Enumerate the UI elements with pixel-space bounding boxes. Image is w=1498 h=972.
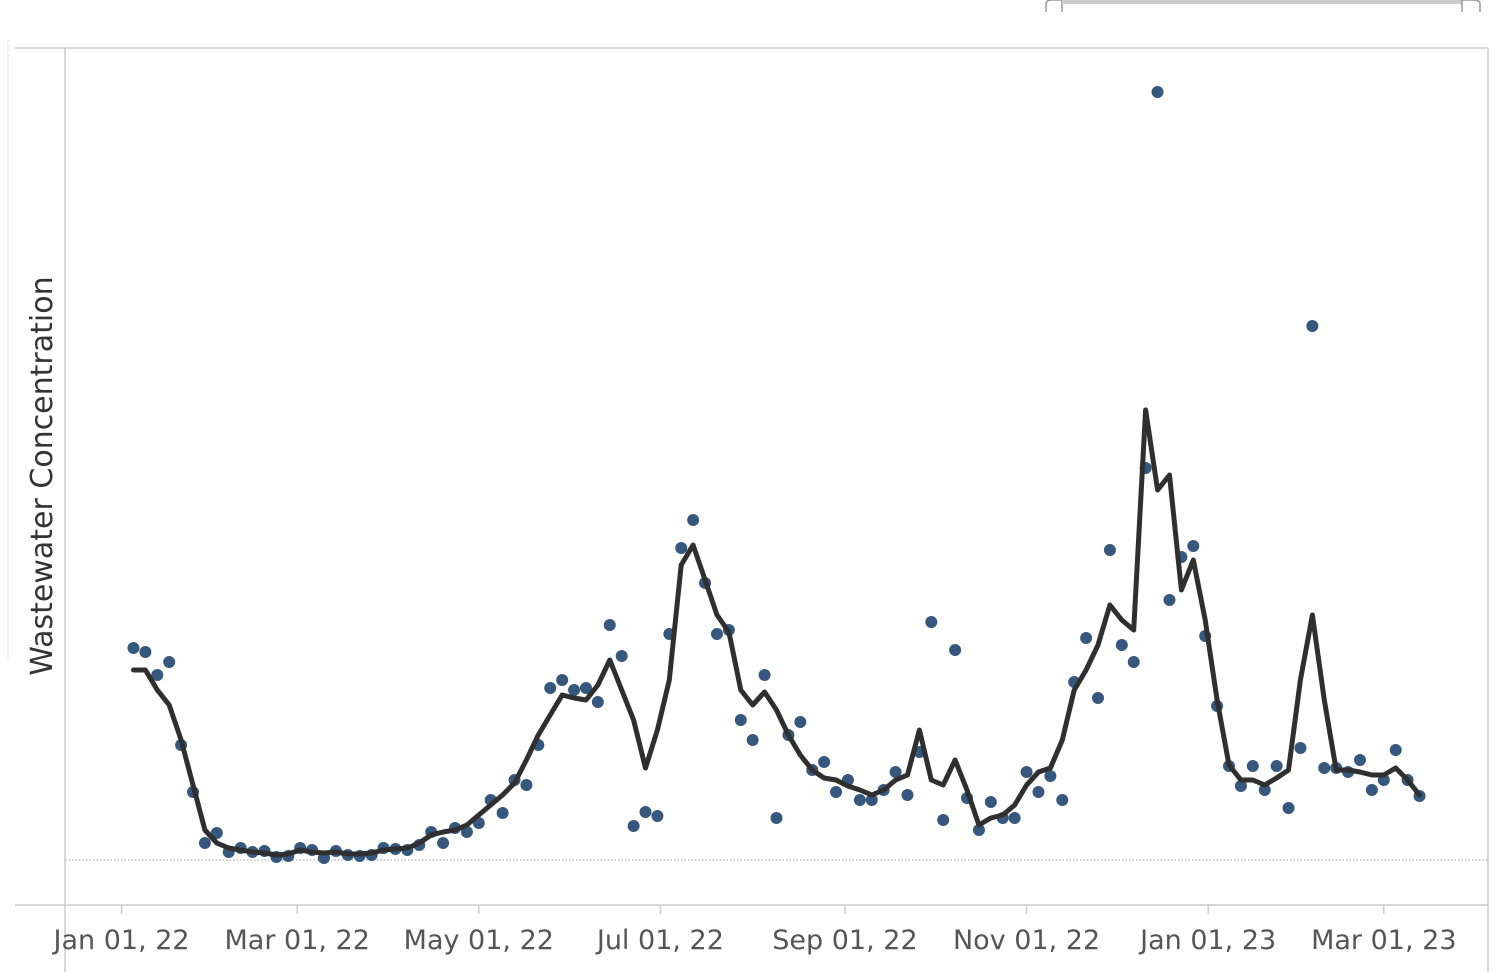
data-point bbox=[1318, 762, 1331, 774]
data-point bbox=[568, 684, 581, 696]
data-point bbox=[1008, 812, 1021, 824]
data-point bbox=[520, 779, 533, 791]
slider-track[interactable] bbox=[1062, 0, 1462, 4]
data-point bbox=[734, 714, 747, 726]
data-point bbox=[853, 794, 866, 806]
data-point bbox=[818, 756, 831, 768]
data-point bbox=[544, 682, 557, 694]
data-point bbox=[984, 796, 997, 808]
data-point bbox=[1032, 786, 1045, 798]
data-point bbox=[1020, 766, 1033, 778]
data-point bbox=[1294, 742, 1307, 754]
data-point bbox=[1103, 544, 1116, 556]
data-point bbox=[1365, 784, 1378, 796]
data-point bbox=[937, 814, 950, 826]
data-point bbox=[1270, 760, 1283, 772]
data-point bbox=[556, 674, 569, 686]
data-point bbox=[127, 642, 140, 654]
trend-line bbox=[131, 407, 1422, 858]
data-point bbox=[687, 514, 700, 526]
data-point bbox=[1044, 770, 1057, 782]
slider-handle[interactable] bbox=[1461, 0, 1481, 12]
data-point bbox=[579, 682, 592, 694]
x-tick-label: Jan 01, 22 bbox=[52, 925, 190, 956]
data-point bbox=[1389, 744, 1402, 756]
data-point bbox=[1258, 784, 1271, 796]
x-tick-label: Sep 01, 22 bbox=[772, 925, 917, 956]
x-tick-label: Jan 01, 23 bbox=[1138, 925, 1276, 956]
data-point bbox=[1092, 692, 1105, 704]
data-point bbox=[830, 786, 843, 798]
data-point bbox=[210, 827, 223, 839]
x-tick-label: Jul 01, 22 bbox=[595, 925, 724, 956]
plot-area: Jan 01, 22 Mar 01, 22 May 01, 22 Jul 01, 22… bbox=[52, 86, 1488, 956]
data-point bbox=[496, 807, 509, 819]
data-point bbox=[1115, 639, 1128, 651]
data-point bbox=[627, 820, 640, 832]
data-point bbox=[1246, 760, 1259, 772]
data-point bbox=[603, 619, 616, 631]
data-point bbox=[1080, 632, 1093, 644]
data-point bbox=[949, 644, 962, 656]
data-point bbox=[901, 789, 914, 801]
data-point bbox=[972, 824, 985, 836]
data-point bbox=[675, 542, 688, 554]
data-point bbox=[1282, 802, 1295, 814]
data-point bbox=[460, 826, 473, 838]
data-point bbox=[591, 696, 604, 708]
data-point bbox=[1056, 794, 1069, 806]
data-point bbox=[758, 669, 771, 681]
data-point bbox=[1353, 754, 1366, 766]
x-tick-label: Mar 01, 23 bbox=[1311, 925, 1456, 956]
data-point bbox=[710, 628, 723, 640]
data-point bbox=[1151, 86, 1164, 98]
data-point bbox=[139, 646, 152, 658]
data-point bbox=[865, 794, 878, 806]
data-point bbox=[770, 812, 783, 824]
data-point bbox=[1163, 594, 1176, 606]
data-point bbox=[163, 656, 176, 668]
x-tick-label: Nov 01, 22 bbox=[953, 925, 1100, 956]
y-axis-title: Wastewater Concentration bbox=[25, 276, 60, 675]
data-point bbox=[198, 837, 211, 849]
data-point bbox=[1127, 656, 1140, 668]
data-point bbox=[746, 734, 759, 746]
data-point bbox=[651, 810, 664, 822]
data-point bbox=[615, 650, 628, 662]
data-point bbox=[794, 716, 807, 728]
slider-handle[interactable] bbox=[1045, 0, 1063, 12]
data-point bbox=[1306, 320, 1319, 332]
data-point bbox=[1234, 780, 1247, 792]
data-point bbox=[437, 837, 450, 849]
x-tick-label: May 01, 22 bbox=[404, 925, 554, 956]
data-point bbox=[1187, 540, 1200, 552]
range-slider[interactable] bbox=[1045, 0, 1481, 12]
data-point bbox=[639, 806, 652, 818]
data-point bbox=[151, 669, 164, 681]
data-point bbox=[889, 766, 902, 778]
data-point bbox=[925, 616, 938, 628]
x-tick-label: Mar 01, 22 bbox=[225, 925, 370, 956]
